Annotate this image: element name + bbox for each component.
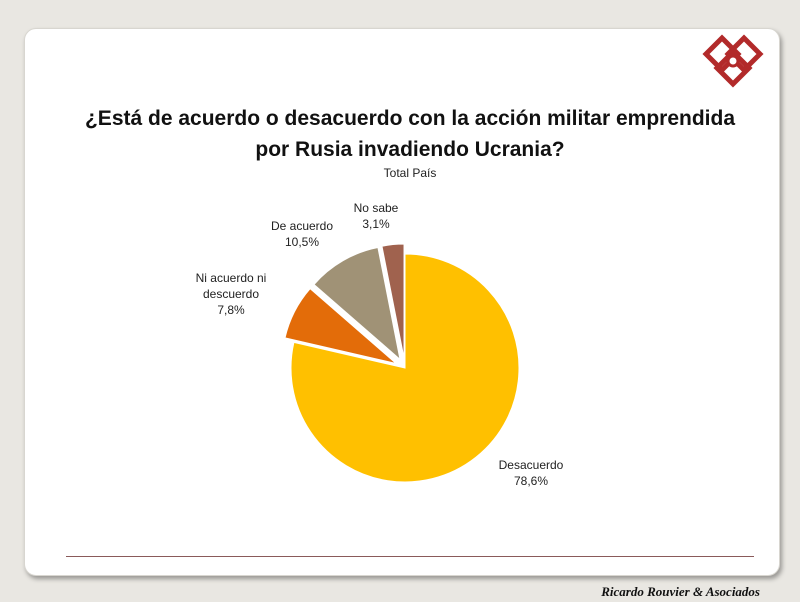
footer-brand: Ricardo Rouvier & Asociados: [601, 584, 760, 599]
label-no-sabe: No sabe 3,1%: [341, 200, 411, 232]
label-ni-acuerdo: Ni acuerdo ni descuerdo 7,8%: [176, 270, 286, 318]
chart-title-line-2: por Rusia invadiendo Ucrania?: [255, 138, 565, 161]
chart-title: ¿Está de acuerdo o desacuerdo con la acc…: [40, 103, 780, 165]
footer-divider: [66, 556, 754, 557]
pie-slice-de-acuerdo: [313, 246, 401, 361]
interlocked-diamonds-logo-icon: [702, 34, 764, 88]
label-ni-acuerdo-line2: descuerdo: [202, 287, 260, 301]
label-desacuerdo: Desacuerdo 78,6%: [486, 457, 576, 489]
label-desacuerdo-name: Desacuerdo: [498, 458, 564, 472]
label-no-sabe-value: 3,1%: [362, 217, 390, 231]
chart-subtitle: Total País: [383, 166, 437, 180]
label-ni-acuerdo-value: 7,8%: [217, 303, 245, 317]
label-no-sabe-name: No sabe: [353, 201, 399, 215]
label-ni-acuerdo-line1: Ni acuerdo ni: [195, 271, 267, 285]
pie-slice-ni-acuerdo-ni-descuerdo: [284, 287, 397, 364]
label-desacuerdo-value: 78,6%: [513, 474, 549, 488]
chart-title-line-1: ¿Está de acuerdo o desacuerdo con la acc…: [84, 107, 736, 130]
pie-slice-desacuerdo: [290, 253, 520, 483]
label-de-acuerdo-name: De acuerdo: [270, 219, 334, 233]
label-de-acuerdo: De acuerdo 10,5%: [262, 218, 342, 250]
label-de-acuerdo-value: 10,5%: [284, 235, 320, 249]
pie-slice-no-sabe: [381, 243, 405, 359]
